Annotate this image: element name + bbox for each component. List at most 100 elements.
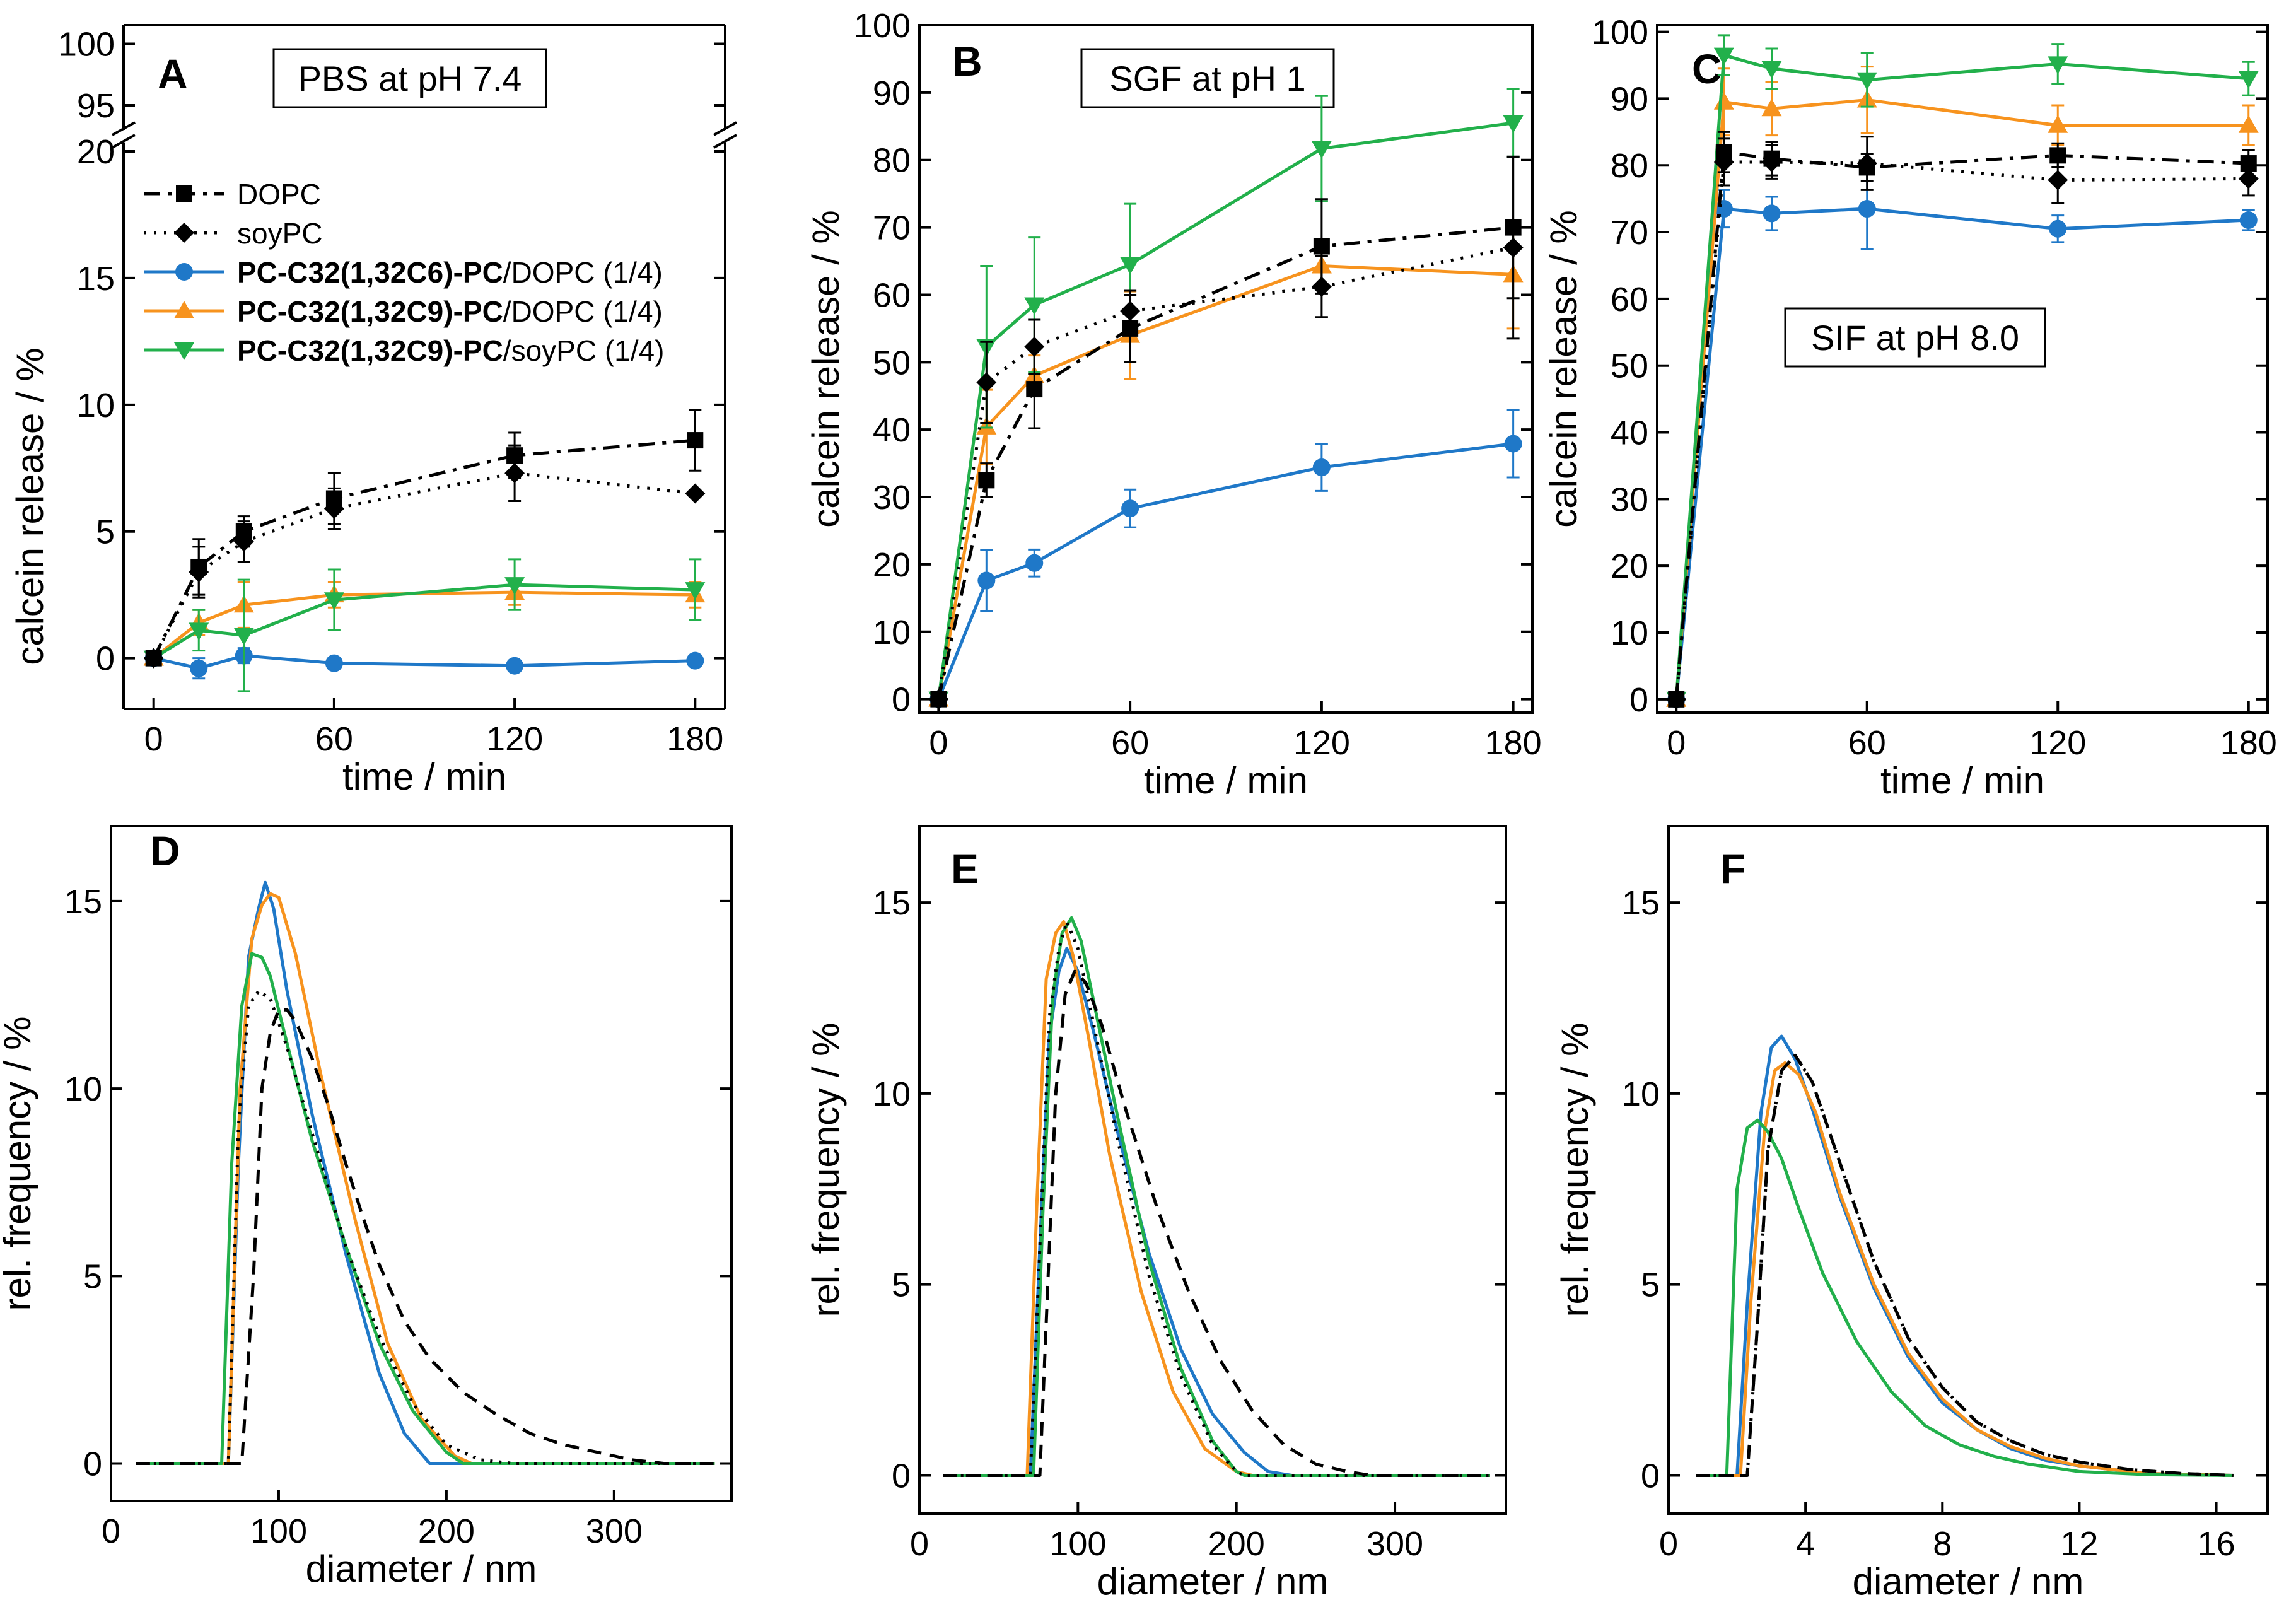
panel-E: 0 5 10 15 0 100 200 300 diameter / nm rel. freque… [805, 825, 1507, 1600]
x-tick-label: 200 [1208, 1525, 1265, 1563]
y-tick-label: 0 [83, 1445, 102, 1483]
data-point [506, 657, 524, 675]
data-point [1024, 297, 1045, 315]
x-tick-label: 0 [1659, 1525, 1678, 1563]
data-point [1121, 499, 1139, 518]
x-tick-label: 180 [1485, 724, 1542, 762]
x-tick-label: 100 [1049, 1525, 1106, 1563]
data-point [1763, 204, 1781, 223]
series-2 [144, 646, 704, 680]
data-point [2048, 170, 2068, 190]
plot-frame [918, 825, 1507, 1515]
legend-label-rest: DOPC [237, 178, 321, 211]
data-point [323, 592, 344, 610]
axis-break-mark [713, 134, 737, 149]
data-point [1504, 435, 1522, 453]
y-tick-label: 15 [64, 883, 102, 921]
panel-F: 0 5 10 15 0 4 8 12 16 diameter / nm rel. frequency… [1554, 825, 2269, 1600]
distribution-curve-0 [1696, 1053, 2234, 1477]
y-tick-label: 0 [1629, 681, 1648, 719]
x-tick-label: 16 [2198, 1525, 2235, 1563]
data-point [1713, 47, 1734, 66]
legend-label: PC-C32(1,32C9)-PC/DOPC (1/4) [237, 295, 663, 328]
legend-marker [176, 185, 192, 202]
legend-label: DOPC [237, 178, 321, 211]
panel-letter: E [951, 845, 979, 892]
data-point [2239, 211, 2258, 230]
legend-label-rest: soyPC [237, 217, 322, 250]
data-point [1666, 689, 1687, 709]
y-tick-label: 50 [1611, 347, 1648, 385]
y-axis-label: rel. frequency / % [805, 1023, 847, 1317]
y-axis-label: rel. frequency / % [0, 1017, 38, 1311]
data-point [1025, 554, 1044, 572]
data-point [1761, 151, 1782, 172]
x-tick-label: 4 [1796, 1525, 1815, 1563]
data-point [1858, 200, 1876, 218]
y-tick-label: 100 [58, 26, 115, 64]
data-point [978, 472, 995, 489]
data-point [1761, 98, 1782, 117]
y-tick-label: 0 [96, 640, 115, 678]
y-tick-label: 10 [873, 614, 911, 651]
y-tick-label: 20 [873, 546, 911, 584]
x-axis-label: diameter / nm [1853, 1560, 2084, 1600]
axis-break-mark [713, 121, 737, 136]
legend-label-bold: PC-C32(1,32C9)-PC [237, 295, 503, 328]
x-tick-label: 60 [1111, 724, 1149, 762]
y-tick-label: 0 [1641, 1457, 1660, 1495]
data-point [976, 372, 997, 393]
axis-break-mark [112, 121, 136, 136]
panel-letter: A [158, 50, 188, 97]
series-line [1674, 98, 2249, 700]
y-tick-label: 100 [1592, 14, 1648, 52]
data-point [1120, 301, 1141, 322]
y-axis-label: calcein release / % [9, 347, 51, 665]
data-point [1312, 458, 1331, 477]
data-point [977, 571, 996, 590]
distribution-curve-4 [136, 952, 715, 1466]
data-point [143, 648, 164, 669]
y-tick-label: 80 [1611, 147, 1648, 185]
legend-marker [174, 301, 194, 318]
data-point [1313, 238, 1330, 255]
legend-marker [174, 342, 194, 360]
distribution-curve-3 [136, 892, 715, 1466]
x-axis-label: diameter / nm [1097, 1560, 1329, 1600]
series-2 [1667, 168, 2258, 708]
x-tick-label: 100 [250, 1512, 307, 1550]
y-tick-label: 60 [873, 276, 911, 314]
y-tick-label: 10 [873, 1075, 911, 1113]
y-tick-label: 0 [892, 681, 911, 719]
panel-letter: F [1720, 845, 1745, 892]
distribution-curve-0 [943, 969, 1490, 1477]
panel-C: 0 10 20 30 40 50 60 70 80 90 100 0 60 120 180 time / mi… [1542, 14, 2277, 802]
y-tick-label: 10 [77, 387, 115, 424]
x-tick-label: 8 [1933, 1525, 1952, 1563]
panel-B: 0 10 20 30 40 50 60 70 80 90 100 0 60 120 180 time / mi… [805, 7, 1542, 802]
data-point [685, 483, 706, 504]
y-tick-label: 5 [1641, 1266, 1660, 1304]
legend-label-rest: /DOPC (1/4) [503, 295, 663, 328]
series-line [152, 471, 696, 659]
y-tick-label: 50 [873, 344, 911, 382]
x-axis-label: time / min [1880, 759, 2044, 802]
distribution-curve-3 [1696, 1061, 2234, 1477]
condition-label: PBS at pH 7.4 [298, 59, 522, 98]
distribution-curve-1 [1696, 1053, 2234, 1477]
data-point [504, 463, 525, 484]
panel-letter: B [952, 38, 982, 85]
data-point [1026, 381, 1043, 398]
data-point [233, 531, 254, 552]
y-tick-label: 80 [873, 142, 911, 180]
series-3 [1666, 66, 2259, 707]
legend-label-bold: PC-C32(1,32C9)-PC [237, 334, 503, 367]
y-axis-label: rel. frequency / % [1554, 1023, 1596, 1317]
y-tick-label: 70 [1611, 214, 1648, 252]
data-point [1503, 237, 1524, 258]
x-axis-label: diameter / nm [306, 1548, 537, 1590]
data-point [2238, 115, 2259, 133]
x-axis-label: time / min [342, 756, 506, 798]
data-point [1311, 141, 1332, 159]
